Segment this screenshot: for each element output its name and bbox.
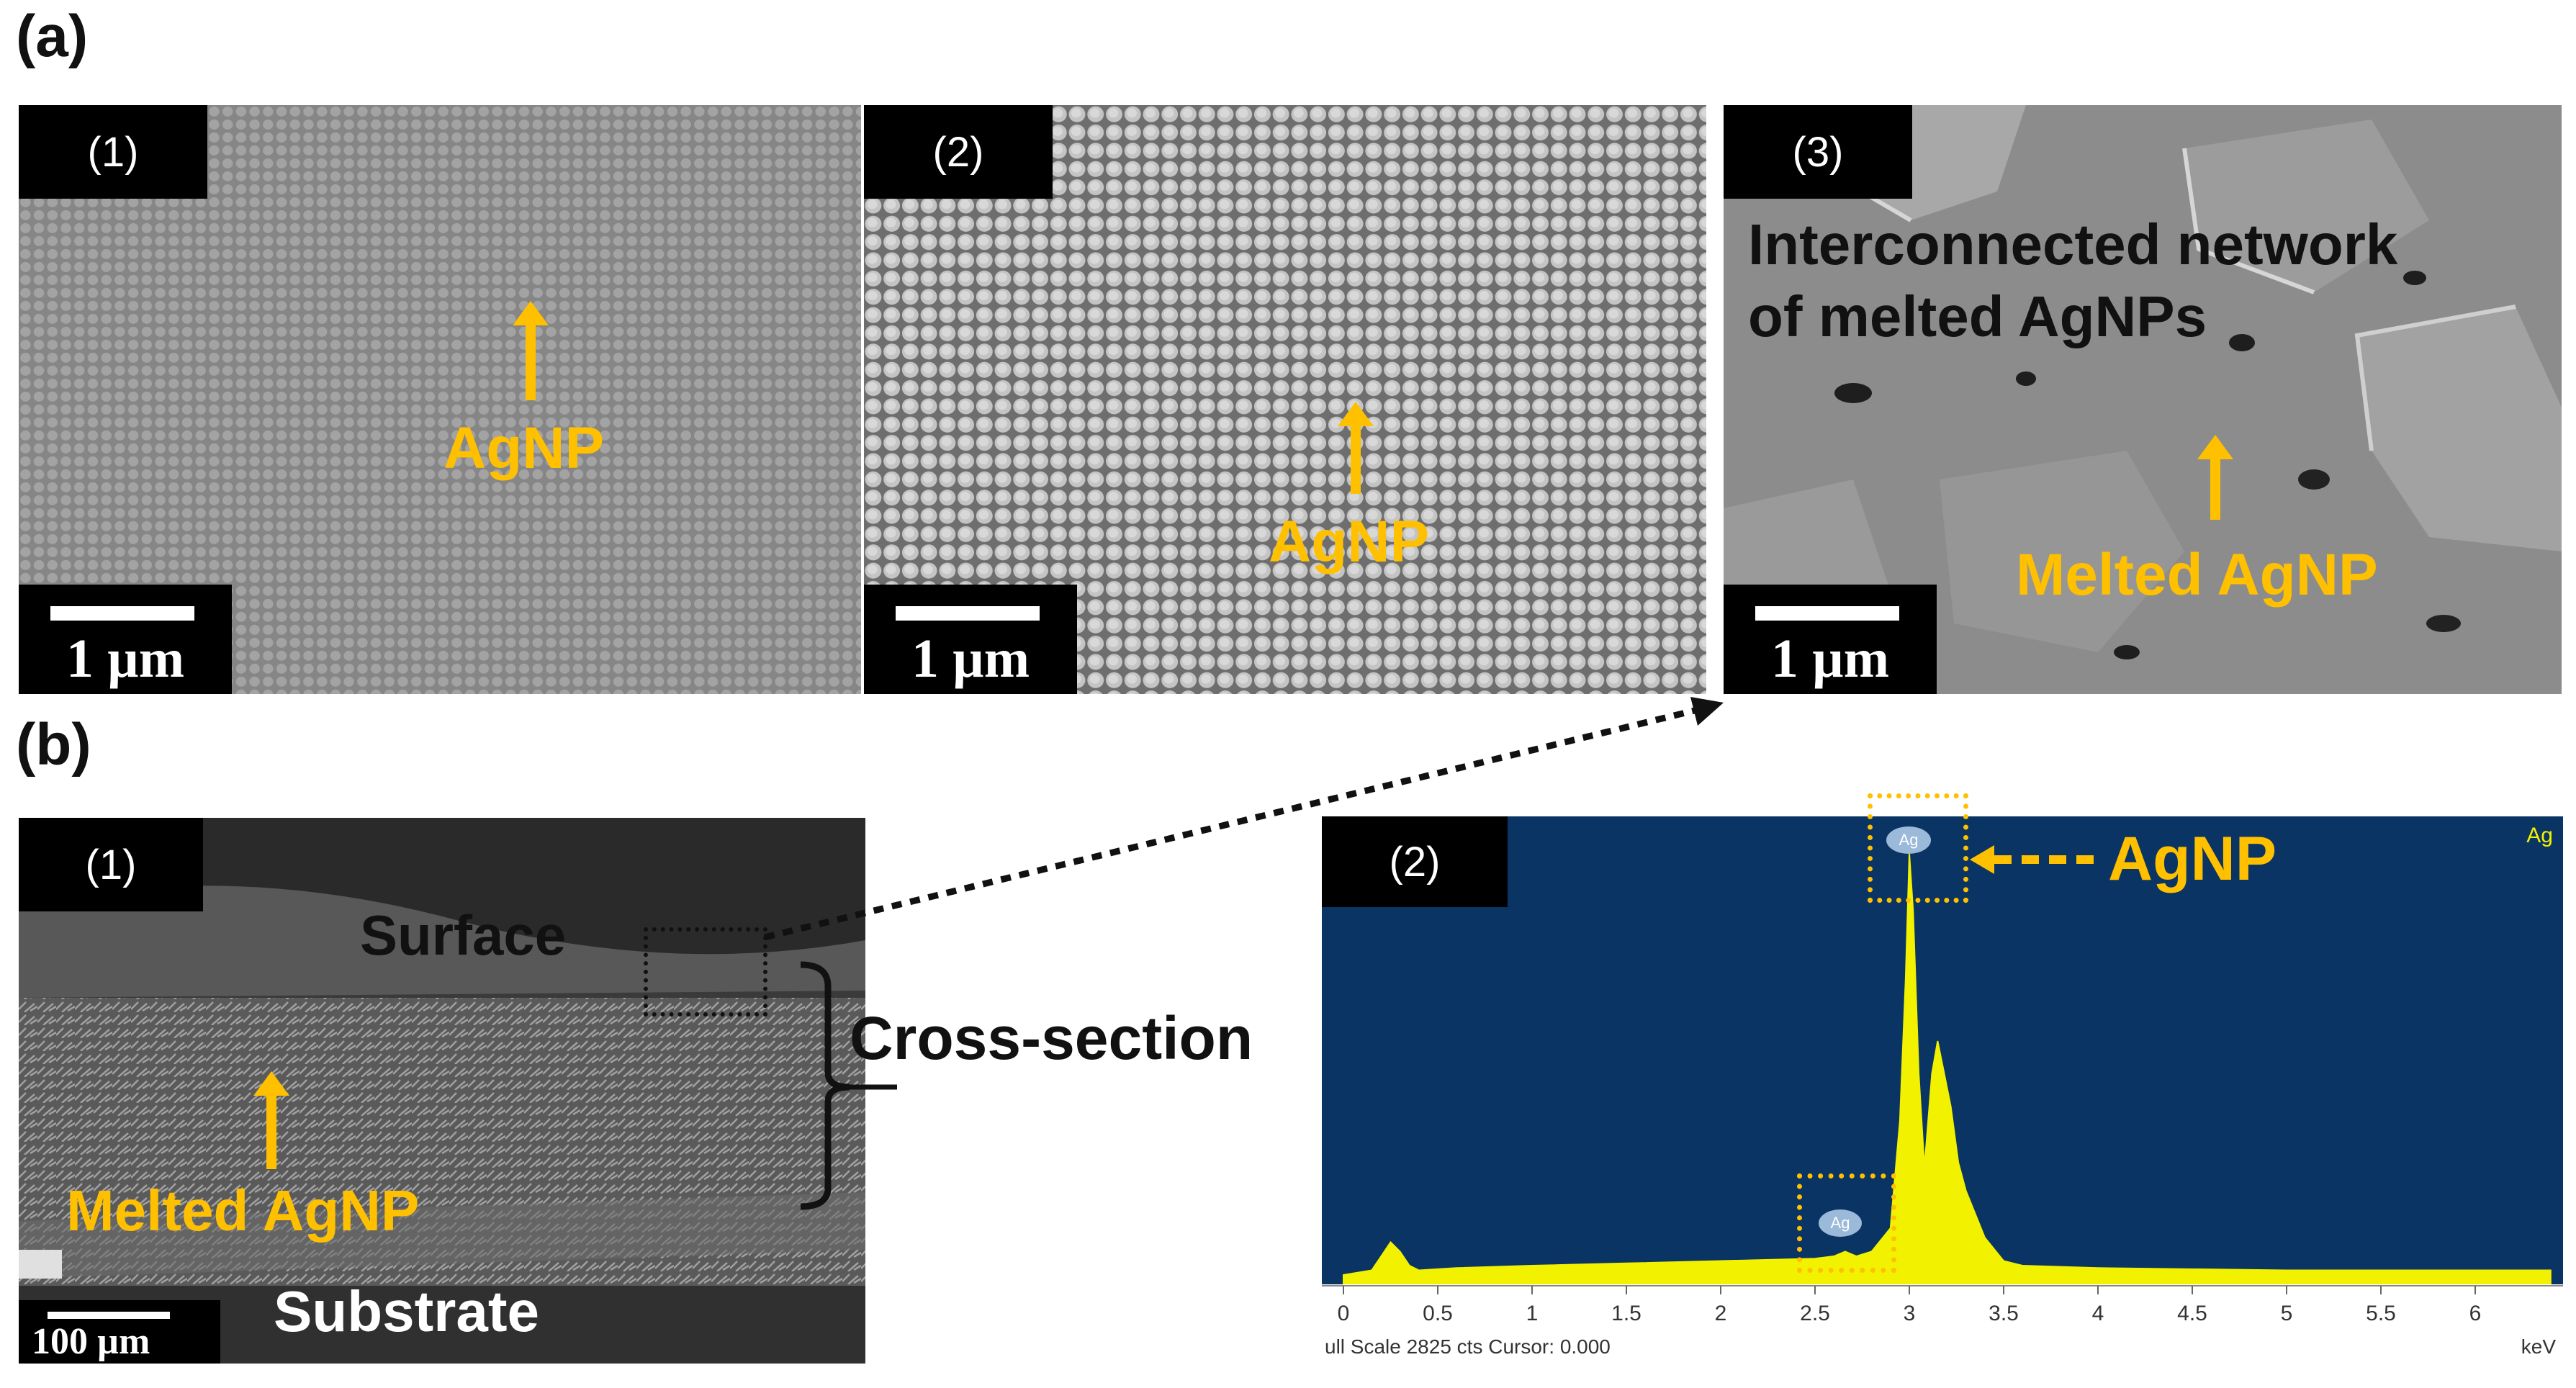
scale-label: 1 µm	[1770, 628, 1890, 689]
ag-peak-marker: Ag	[1886, 826, 1931, 854]
agnp-annotation: AgNP	[2108, 824, 2277, 893]
scale-bar: 1 µm	[864, 585, 1077, 694]
cross-section-bracket	[800, 961, 897, 1210]
x-tick-label: 1.5	[1611, 1302, 1641, 1325]
substrate-label: Substrate	[274, 1279, 539, 1343]
sem-image-a3: (3) Interconnected network of melted AgN…	[1724, 105, 2562, 694]
scale-bar: 100 µm	[19, 1300, 220, 1364]
surface-label: Surface	[360, 903, 567, 967]
axis-strip	[1322, 1284, 2563, 1364]
cross-section-label: Cross-section	[850, 1004, 1253, 1072]
network-title-line1: Interconnected network	[1748, 212, 2398, 276]
left-dashed-arrow-icon	[1970, 845, 2104, 874]
spectrum-area-ag	[1343, 853, 2552, 1285]
scale-label: 1 µm	[911, 628, 1030, 689]
up-arrow-icon	[1338, 402, 1374, 494]
x-tick-label: 4.5	[2177, 1302, 2207, 1325]
sem-image-b1: (1) Surface Melted AgNP Substrate 100 µm	[19, 818, 865, 1364]
eds-spectrum-panel: 0 0.5 1 1.5 2 2.5 3 3.5 4 4.5 5 5.5 6 ull Scale 2825…	[1322, 793, 2563, 1364]
figure-label-a: (a)	[16, 4, 89, 69]
x-tick-label: 6	[2469, 1302, 2482, 1325]
agnp-annotation: AgNP	[443, 415, 605, 481]
up-arrow-icon	[2197, 435, 2233, 520]
network-title-line2: of melted AgNPs	[1748, 284, 2207, 348]
x-tick-label: 5.5	[2366, 1302, 2396, 1325]
panel-tag: (1)	[19, 818, 203, 911]
ag-peak-marker-minor: Ag	[1819, 1209, 1862, 1237]
eds-spectrum-chart: 0 0.5 1 1.5 2 2.5 3 3.5 4 4.5 5 5.5 6 ull Scale 2825…	[1322, 816, 2563, 1364]
scale-label: 100 µm	[32, 1321, 150, 1362]
x-tick-label: 0.5	[1423, 1302, 1453, 1325]
element-corner-label: Ag	[2526, 824, 2553, 847]
ag-peak-highlight-minor	[1797, 1173, 1896, 1273]
x-tick-label: 3.5	[1989, 1302, 2019, 1325]
x-tick-label: 0	[1338, 1302, 1350, 1325]
melted-agnp-annotation: Melted AgNP	[66, 1179, 420, 1243]
figure-label-b: (b)	[16, 712, 91, 778]
sem-image-a2: (2) AgNP 1 µm	[864, 105, 1706, 694]
scale-bar: 1 µm	[19, 585, 232, 694]
melted-agnp-annotation: Melted AgNP	[2016, 542, 2378, 608]
x-axis-unit: keV	[2521, 1335, 2557, 1358]
agnp-annotation: AgNP	[1269, 509, 1430, 574]
x-tick-label: 4	[2092, 1302, 2104, 1325]
x-tick-label: 2	[1715, 1302, 1727, 1325]
panel-tag: (1)	[19, 105, 207, 199]
surface-highlight-box	[644, 927, 767, 1017]
panel-tag: (2)	[1322, 816, 1508, 907]
x-tick-label: 5	[2281, 1302, 2293, 1325]
eds-footer: ull Scale 2825 cts Cursor: 0.000	[1325, 1335, 1611, 1358]
panel-tag: (2)	[864, 105, 1053, 199]
up-arrow-icon	[513, 301, 549, 400]
sem-image-a1: (1) AgNP 1 µm	[19, 105, 861, 694]
scale-bar: 1 µm	[1724, 585, 1937, 694]
x-tick-label: 3	[1904, 1302, 1916, 1325]
x-tick-label: 2.5	[1800, 1302, 1830, 1325]
scale-label: 1 µm	[66, 628, 185, 689]
x-tick-label: 1	[1526, 1302, 1539, 1325]
ag-peak-highlight-main	[1868, 793, 1968, 903]
panel-tag: (3)	[1724, 105, 1912, 199]
up-arrow-icon	[253, 1071, 289, 1169]
